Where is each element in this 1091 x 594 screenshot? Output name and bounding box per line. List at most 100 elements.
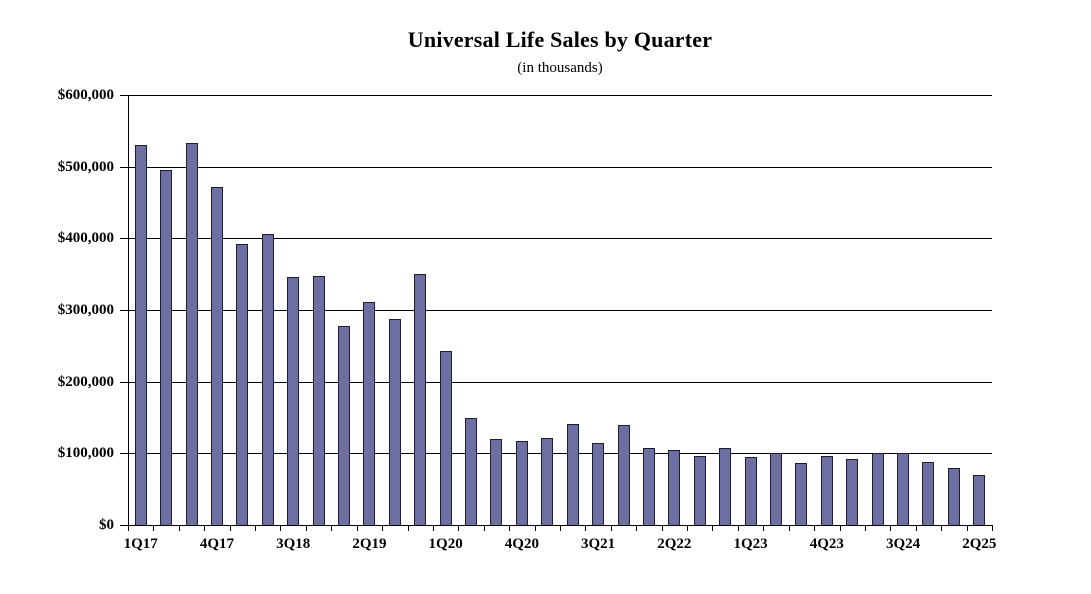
x-tick [915, 525, 917, 531]
bar-2Q25 [973, 474, 986, 525]
y-tick [120, 310, 128, 311]
y-axis-label: $600,000 [57, 87, 114, 103]
x-axis-label: 3Q18 [276, 536, 311, 552]
bar-3Q19 [388, 318, 401, 525]
bar-2Q20 [465, 417, 478, 525]
bar-1Q18 [236, 244, 249, 525]
x-tick [763, 525, 765, 531]
y-axis-label: $0 [99, 517, 114, 533]
x-axis-label: 4Q17 [199, 536, 235, 552]
bar-1Q24 [846, 459, 859, 525]
x-tick [839, 525, 841, 531]
x-tick [712, 525, 714, 531]
x-tick [229, 525, 231, 531]
gridline [128, 166, 992, 168]
x-tick [992, 525, 993, 531]
y-axis-label: $400,000 [57, 230, 114, 247]
x-tick [737, 525, 739, 531]
bar-2Q21 [566, 423, 579, 525]
bar-4Q18 [312, 275, 325, 525]
y-tick [120, 95, 128, 96]
y-tick [120, 381, 128, 383]
gridline [128, 310, 992, 311]
bar-4Q23 [820, 456, 833, 525]
gridline [128, 453, 992, 455]
y-axis-label: $100,000 [57, 445, 114, 462]
y-tick [120, 453, 128, 455]
x-tick [178, 525, 180, 531]
x-axis-label: 1Q23 [733, 536, 768, 552]
bar-1Q23 [744, 456, 757, 525]
bar-3Q22 [693, 456, 706, 525]
bar-4Q22 [719, 448, 732, 525]
x-tick [153, 525, 155, 531]
bar-3Q23 [795, 463, 808, 525]
x-tick [661, 525, 663, 531]
x-axis-label: 4Q20 [504, 536, 539, 552]
bar-3Q17 [185, 143, 198, 525]
x-tick [128, 525, 129, 531]
x-tick [331, 525, 333, 531]
bar-2Q17 [160, 169, 173, 525]
y-axis-label: $200,000 [57, 373, 114, 390]
x-tick [687, 525, 689, 531]
chart-subtitle: (in thousands) [517, 60, 603, 76]
bar-4Q19 [414, 274, 427, 525]
x-axis-label: 1Q20 [428, 536, 463, 552]
x-tick [356, 525, 358, 531]
y-tick [120, 525, 128, 526]
bar-4Q20 [515, 441, 528, 525]
bar-4Q17 [210, 186, 223, 525]
x-tick [382, 525, 384, 531]
gridline [128, 381, 992, 383]
bar-1Q19 [338, 326, 350, 525]
x-tick [966, 525, 968, 531]
y-axis-label: $300,000 [57, 302, 114, 318]
bar-3Q18 [287, 277, 300, 525]
bar-2Q18 [261, 234, 274, 525]
x-tick [941, 525, 943, 531]
bar-1Q21 [541, 438, 554, 525]
x-tick [204, 525, 206, 531]
bar-2Q24 [871, 453, 884, 525]
x-tick [458, 525, 460, 531]
x-axis-label: 2Q22 [657, 536, 692, 552]
y-axis-label: $500,000 [57, 158, 114, 175]
x-axis-label: 1Q17 [123, 536, 158, 552]
x-tick [788, 525, 790, 531]
bar-1Q22 [642, 448, 655, 525]
x-tick [610, 525, 612, 531]
x-axis-label: 2Q19 [352, 536, 387, 552]
y-tick [120, 166, 128, 168]
x-tick [483, 525, 485, 531]
x-tick [305, 525, 307, 531]
y-axis-line [128, 95, 129, 526]
bar-4Q24 [922, 461, 935, 525]
x-tick [636, 525, 638, 531]
x-axis-label: 2Q25 [962, 536, 997, 552]
bar-2Q23 [770, 452, 782, 525]
bar-1Q25 [947, 468, 960, 525]
bar-3Q24 [897, 453, 910, 525]
y-tick [120, 238, 128, 240]
bar-2Q22 [668, 450, 681, 525]
x-axis-label: 4Q23 [809, 536, 844, 552]
x-tick [407, 525, 409, 531]
bar-2Q19 [363, 302, 376, 525]
gridline [128, 238, 992, 240]
x-tick [814, 525, 816, 531]
x-tick [280, 525, 282, 531]
x-tick [534, 525, 536, 531]
x-axis-label: 3Q21 [581, 536, 616, 552]
x-axis-label: 3Q24 [885, 536, 921, 552]
bar-3Q21 [592, 442, 605, 525]
bar-1Q17 [134, 145, 147, 525]
chart-title: Universal Life Sales by Quarter [407, 27, 713, 52]
x-tick [890, 525, 892, 531]
x-tick [560, 525, 561, 531]
x-tick [864, 525, 866, 531]
bar-1Q20 [439, 350, 452, 525]
gridline [128, 95, 992, 96]
x-tick [255, 525, 257, 531]
